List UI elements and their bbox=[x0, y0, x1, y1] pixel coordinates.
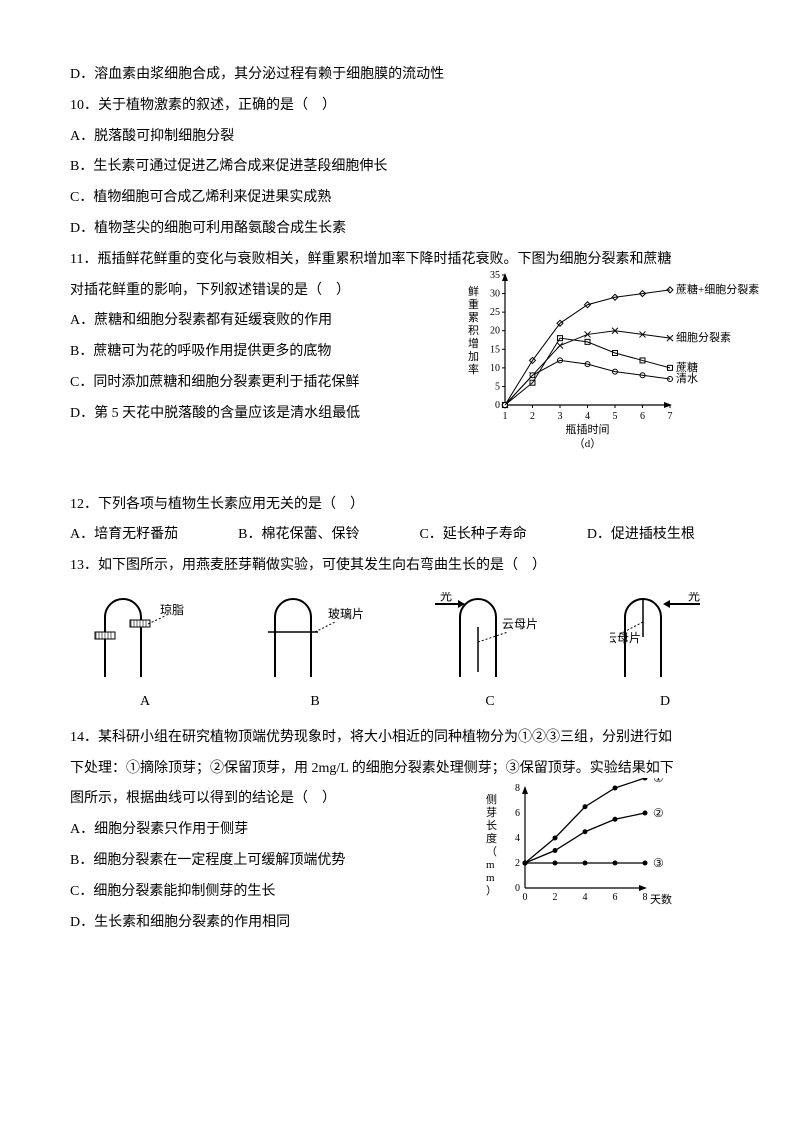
svg-text:蔗糖+细胞分裂素: 蔗糖+细胞分裂素 bbox=[676, 282, 759, 296]
svg-text:（d）: （d） bbox=[574, 437, 602, 450]
svg-text:）: ） bbox=[486, 884, 497, 897]
svg-text:5: 5 bbox=[495, 381, 500, 392]
svg-text:2: 2 bbox=[553, 892, 558, 903]
svg-text:0: 0 bbox=[495, 400, 500, 411]
svg-text:天数: 天数 bbox=[650, 893, 672, 906]
svg-text:重: 重 bbox=[468, 297, 479, 311]
svg-text:①: ① bbox=[653, 778, 664, 785]
svg-text:m: m bbox=[486, 872, 495, 884]
svg-text:度: 度 bbox=[486, 831, 497, 845]
svg-text:清水: 清水 bbox=[676, 372, 698, 385]
svg-text:长: 长 bbox=[486, 819, 497, 832]
q12-d: D．促进插枝生根 bbox=[587, 520, 695, 551]
q14-chart: 侧芽长度（mm）0246802468①②③天数 bbox=[480, 778, 690, 918]
q9-option-d: D．溶血素由浆细胞合成，其分泌过程有赖于细胞膜的流动性 bbox=[70, 60, 730, 91]
svg-text:加: 加 bbox=[468, 350, 479, 363]
svg-text:③: ③ bbox=[653, 856, 664, 870]
svg-text:4: 4 bbox=[585, 411, 590, 422]
svg-text:6: 6 bbox=[515, 808, 520, 819]
svg-text:增: 增 bbox=[468, 336, 479, 350]
q13-label-b: B bbox=[260, 687, 370, 718]
q11-chart: 鲜重累积增加率 0 5 10 15 20 25 30 35 1 2 3 4 5 6 7 蔗糖+细胞分裂素细胞分裂… bbox=[460, 265, 760, 455]
q13-label-d: D bbox=[610, 687, 720, 718]
svg-text:瓶插时间: 瓶插时间 bbox=[566, 422, 610, 436]
svg-text:m: m bbox=[486, 859, 495, 871]
svg-text:云母片: 云母片 bbox=[502, 617, 538, 631]
svg-text:7: 7 bbox=[668, 411, 673, 422]
svg-text:3: 3 bbox=[558, 411, 563, 422]
q13-stem: 13．如下图所示，用燕麦胚芽鞘做实验，可使其发生向右弯曲生长的是（ ） bbox=[70, 551, 730, 582]
svg-text:芽: 芽 bbox=[486, 805, 497, 819]
svg-text:光: 光 bbox=[440, 592, 452, 603]
svg-text:玻璃片: 玻璃片 bbox=[328, 607, 364, 621]
q12-b: B．棉花保蕾、保铃 bbox=[238, 520, 359, 551]
q14-block: 14．某科研小组在研究植物顶端优势现象时，将大小相近的同种植物分为①②③三组，分… bbox=[70, 723, 730, 939]
svg-text:1: 1 bbox=[503, 411, 508, 422]
svg-text:侧: 侧 bbox=[486, 793, 497, 806]
svg-text:6: 6 bbox=[640, 411, 645, 422]
svg-text:5: 5 bbox=[613, 411, 618, 422]
svg-text:20: 20 bbox=[490, 325, 500, 336]
svg-text:积: 积 bbox=[468, 324, 479, 337]
svg-text:2: 2 bbox=[530, 411, 535, 422]
q13-label-c: C bbox=[430, 687, 550, 718]
q10-a: A．脱落酸可抑制细胞分裂 bbox=[70, 122, 730, 153]
q10-b: B．生长素可通过促进乙烯合成来促进茎段细胞伸长 bbox=[70, 152, 730, 183]
q13-diagram-d: 光云母片 D bbox=[610, 592, 720, 718]
svg-text:琼脂: 琼脂 bbox=[160, 602, 184, 617]
q13-diagrams: 琼脂 A 玻璃片 B 光云母片 C 光云母片 D bbox=[90, 592, 730, 718]
q10-d: D．植物茎尖的细胞可利用酪氨酸合成生长素 bbox=[70, 214, 730, 245]
svg-text:15: 15 bbox=[490, 344, 500, 355]
q13-label-a: A bbox=[90, 687, 200, 718]
svg-text:鲜: 鲜 bbox=[468, 284, 479, 298]
svg-text:10: 10 bbox=[490, 363, 500, 374]
svg-text:30: 30 bbox=[490, 288, 500, 299]
q13-diagram-b: 玻璃片 B bbox=[260, 592, 370, 718]
svg-text:0: 0 bbox=[515, 883, 520, 894]
svg-text:②: ② bbox=[653, 806, 664, 820]
q10-stem: 10．关于植物激素的叙述，正确的是（ ） bbox=[70, 91, 730, 122]
svg-text:35: 35 bbox=[490, 270, 500, 281]
q12-c: C．延长种子寿命 bbox=[419, 520, 526, 551]
svg-text:（: （ bbox=[486, 845, 497, 858]
svg-text:0: 0 bbox=[523, 892, 528, 903]
q12-a: A．培育无籽番茄 bbox=[70, 520, 178, 551]
q14-stem1: 14．某科研小组在研究植物顶端优势现象时，将大小相近的同种植物分为①②③三组，分… bbox=[70, 723, 730, 754]
svg-text:累: 累 bbox=[468, 311, 479, 324]
svg-text:4: 4 bbox=[515, 833, 520, 844]
svg-text:8: 8 bbox=[643, 892, 648, 903]
svg-text:云母片: 云母片 bbox=[610, 631, 641, 645]
svg-text:4: 4 bbox=[583, 892, 588, 903]
q13-diagram-a: 琼脂 A bbox=[90, 592, 200, 718]
svg-text:8: 8 bbox=[515, 783, 520, 794]
q13-diagram-c: 光云母片 C bbox=[430, 592, 550, 718]
svg-text:2: 2 bbox=[515, 858, 520, 869]
svg-text:6: 6 bbox=[613, 892, 618, 903]
q12-options: A．培育无籽番茄 B．棉花保蕾、保铃 C．延长种子寿命 D．促进插枝生根 bbox=[70, 520, 730, 551]
svg-text:光: 光 bbox=[688, 592, 700, 603]
q11-block: 11．瓶插鲜花鲜重的变化与衰败相关，鲜重累积增加率下降时插花衰败。下图为细胞分裂… bbox=[70, 245, 730, 430]
svg-text:25: 25 bbox=[490, 307, 500, 318]
q10-c: C．植物细胞可合成乙烯利来促进果实成熟 bbox=[70, 183, 730, 214]
svg-text:蔗糖: 蔗糖 bbox=[676, 360, 698, 374]
q12-stem: 12．下列各项与植物生长素应用无关的是（ ） bbox=[70, 490, 730, 521]
svg-text:率: 率 bbox=[468, 362, 479, 376]
svg-text:细胞分裂素: 细胞分裂素 bbox=[676, 331, 731, 344]
